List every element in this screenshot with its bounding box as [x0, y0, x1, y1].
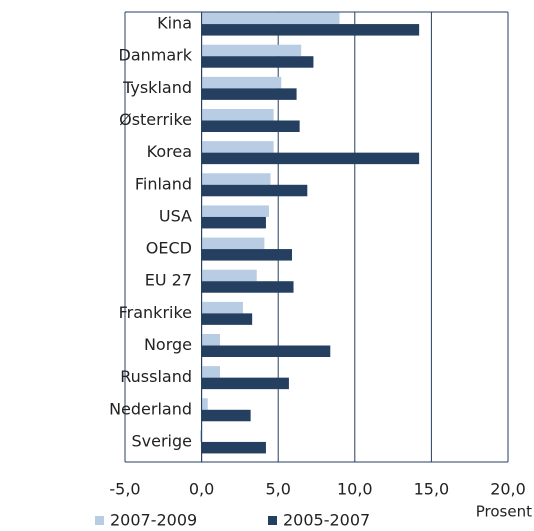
- bar: [201, 216, 266, 229]
- y-tick-label: Frankrike: [119, 303, 192, 322]
- x-tick-label: 10,0: [337, 480, 373, 499]
- bar: [201, 88, 297, 100]
- legend-label: 2005-2007: [283, 511, 370, 530]
- y-tick-label: Russland: [120, 367, 192, 386]
- bar: [201, 249, 292, 261]
- bar: [201, 184, 308, 197]
- y-tick-label: Danmark: [119, 46, 193, 65]
- y-tick-label: Kina: [157, 14, 192, 33]
- x-tick-label: -5,0: [109, 480, 140, 499]
- y-tick-label: Nederland: [109, 399, 192, 418]
- y-tick-label: Østerrike: [119, 110, 192, 129]
- bar: [201, 313, 253, 325]
- y-tick-label: EU 27: [145, 271, 192, 290]
- y-tick-label: OECD: [146, 239, 192, 258]
- bar: [201, 345, 331, 357]
- y-tick-label: Sverige: [132, 431, 193, 450]
- x-tick-label: 5,0: [265, 480, 290, 499]
- legend-swatch: [268, 516, 277, 525]
- legend-label: 2007-2009: [110, 511, 197, 530]
- bar: [201, 24, 420, 36]
- bar: [201, 269, 257, 282]
- x-tick-label: 15,0: [414, 480, 450, 499]
- bar: [201, 141, 274, 153]
- y-tick-label: Tyskland: [122, 78, 192, 97]
- legend-swatch: [95, 516, 104, 525]
- bar: [201, 237, 265, 250]
- bar: [201, 409, 251, 422]
- bar: [201, 334, 220, 346]
- x-axis-label: Prosent: [476, 503, 532, 521]
- bar: [201, 120, 300, 132]
- bar: [201, 441, 266, 454]
- bar: [201, 366, 220, 378]
- bar: [201, 301, 243, 314]
- bar: [201, 44, 302, 57]
- y-tick-label: Korea: [147, 142, 192, 161]
- bar: [201, 377, 289, 390]
- y-tick-label: Norge: [144, 335, 192, 354]
- bar: [200, 430, 202, 442]
- y-tick-label: USA: [159, 206, 192, 225]
- bar: [201, 56, 314, 68]
- x-tick-label: 0,0: [189, 480, 214, 499]
- bar: [201, 12, 340, 25]
- y-tick-label: Finland: [135, 174, 192, 193]
- bar: [201, 109, 274, 121]
- bar: [201, 281, 294, 293]
- x-tick-label: 20,0: [490, 480, 526, 499]
- bar: [201, 152, 420, 165]
- bar: [201, 205, 270, 217]
- bar: [201, 173, 271, 185]
- bar: [201, 76, 282, 89]
- bar: [201, 398, 208, 410]
